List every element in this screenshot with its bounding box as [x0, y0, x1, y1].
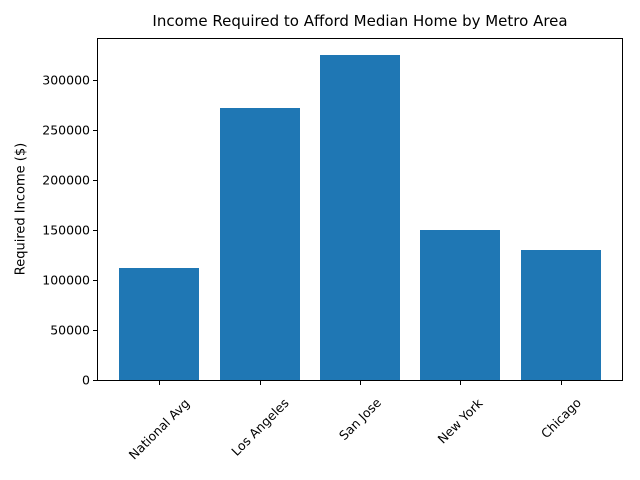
x-tick	[560, 381, 562, 385]
y-tick	[93, 80, 97, 82]
y-tick	[93, 330, 97, 332]
bar-new-york	[420, 230, 501, 380]
y-tick-label: 50000	[50, 322, 90, 338]
y-tick-label: 100000	[42, 272, 90, 288]
x-tick	[460, 381, 462, 385]
y-tick-label: 300000	[42, 72, 90, 88]
x-tick	[259, 381, 261, 385]
y-tick	[93, 230, 97, 232]
x-tick-label: Chicago	[537, 395, 584, 442]
y-tick-label: 0	[82, 372, 90, 388]
y-tick-label: 150000	[42, 222, 90, 238]
bar-san-jose	[320, 55, 400, 380]
y-tick-label: 250000	[42, 122, 90, 138]
y-axis-label: Required Income ($)	[13, 142, 29, 276]
x-tick-label: Los Angeles	[227, 395, 292, 459]
y-tick	[93, 380, 97, 381]
y-tick	[93, 180, 97, 182]
bar-chicago	[520, 250, 601, 380]
x-tick-label: National Avg	[125, 395, 193, 462]
chart-title: Income Required to Afford Median Home by…	[152, 12, 568, 30]
x-tick	[360, 381, 361, 385]
y-tick	[93, 280, 97, 282]
bar-los-angeles	[219, 108, 300, 380]
x-tick-label: New York	[434, 395, 486, 447]
plot-area	[97, 38, 623, 381]
x-tick	[159, 381, 161, 385]
y-tick-label: 200000	[42, 172, 90, 188]
y-tick	[93, 130, 97, 132]
x-tick-label: San Jose	[335, 395, 385, 444]
bar-national-avg	[119, 268, 200, 380]
